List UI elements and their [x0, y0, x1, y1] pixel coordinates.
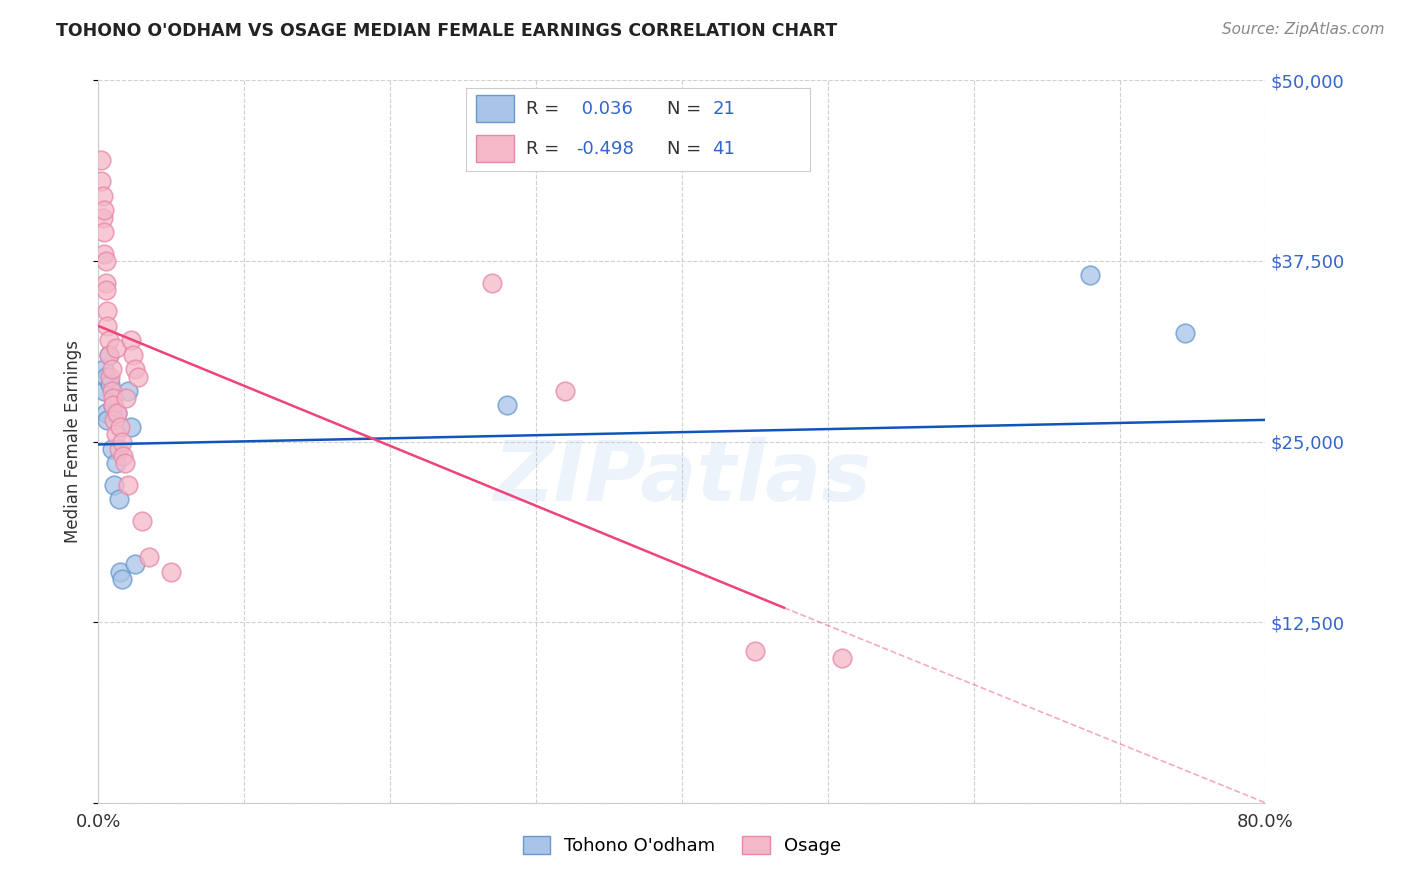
- Point: [120, 420, 142, 434]
- Point: [117, 478, 139, 492]
- Point: [97, 334, 120, 348]
- Point: [104, 456, 127, 470]
- Point: [112, 449, 135, 463]
- Point: [1080, 268, 1102, 283]
- Point: [108, 492, 131, 507]
- Point: [101, 391, 124, 405]
- Point: [100, 442, 122, 456]
- Point: [101, 398, 124, 412]
- Point: [96, 318, 118, 333]
- Point: [554, 384, 576, 398]
- Point: [98, 369, 121, 384]
- Point: [94, 283, 117, 297]
- Point: [110, 565, 132, 579]
- Point: [127, 369, 149, 384]
- Point: [96, 304, 118, 318]
- Point: [91, 211, 114, 225]
- Y-axis label: Median Female Earnings: Median Female Earnings: [65, 340, 83, 543]
- Point: [138, 550, 160, 565]
- Point: [100, 362, 122, 376]
- Point: [120, 334, 142, 348]
- Point: [131, 514, 153, 528]
- Point: [124, 362, 146, 376]
- Point: [97, 348, 120, 362]
- Point: [160, 565, 183, 579]
- Point: [831, 651, 853, 665]
- Point: [93, 203, 115, 218]
- Point: [93, 246, 115, 260]
- Point: [90, 174, 112, 188]
- Point: [94, 369, 117, 384]
- Point: [114, 456, 136, 470]
- Point: [103, 413, 125, 427]
- Point: [97, 348, 120, 362]
- Text: TOHONO O'ODHAM VS OSAGE MEDIAN FEMALE EARNINGS CORRELATION CHART: TOHONO O'ODHAM VS OSAGE MEDIAN FEMALE EA…: [56, 22, 838, 40]
- Point: [111, 572, 134, 586]
- Text: ZIPatlas: ZIPatlas: [494, 437, 870, 518]
- Point: [104, 427, 127, 442]
- Point: [117, 384, 139, 398]
- Point: [90, 153, 112, 167]
- Point: [115, 391, 138, 405]
- Point: [496, 398, 519, 412]
- Point: [110, 420, 132, 434]
- Point: [111, 434, 134, 449]
- Point: [124, 558, 146, 572]
- Point: [744, 644, 766, 658]
- Point: [481, 276, 503, 290]
- Point: [108, 442, 131, 456]
- Legend: Tohono O'odham, Osage: Tohono O'odham, Osage: [516, 829, 848, 863]
- Point: [94, 276, 117, 290]
- Point: [93, 225, 115, 239]
- Point: [96, 413, 118, 427]
- Point: [105, 406, 128, 420]
- Point: [103, 478, 125, 492]
- Point: [98, 376, 121, 391]
- Point: [93, 362, 115, 376]
- Point: [93, 384, 115, 398]
- Point: [104, 341, 127, 355]
- Point: [122, 348, 145, 362]
- Point: [91, 189, 114, 203]
- Point: [100, 384, 122, 398]
- Point: [94, 406, 117, 420]
- Point: [101, 398, 124, 412]
- Point: [94, 253, 117, 268]
- Point: [1174, 326, 1197, 340]
- Point: [105, 406, 128, 420]
- Text: Source: ZipAtlas.com: Source: ZipAtlas.com: [1222, 22, 1385, 37]
